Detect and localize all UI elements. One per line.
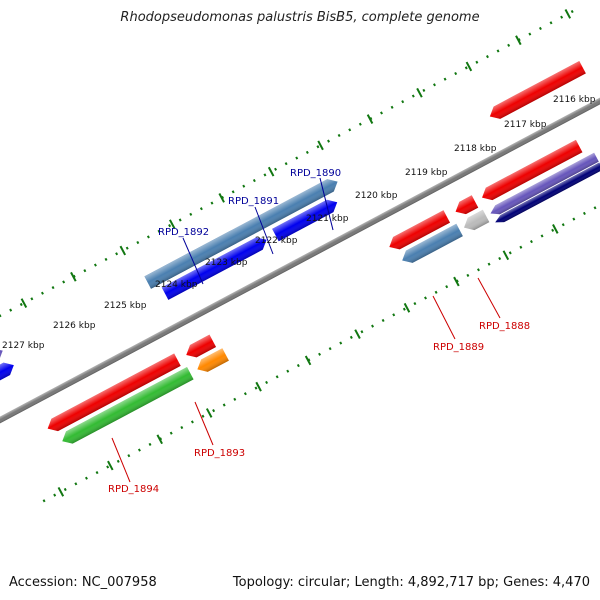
- kbp-label-2119: 2119 kbp: [405, 168, 448, 178]
- kbp-label-2120: 2120 kbp: [355, 191, 398, 201]
- inner-tick: [205, 408, 213, 418]
- kbp-label-2118: 2118 kbp: [454, 144, 497, 154]
- inner-ruler-dots: [42, 171, 600, 503]
- cds-RPD_1888a-shade: [464, 209, 490, 231]
- cds-RPD_1888b-shade: [490, 152, 599, 215]
- outer-tick: [317, 140, 324, 151]
- outer-ruler-dots: [0, 9, 576, 340]
- leader-RPD_1893: [194, 401, 214, 446]
- kbp-label-2124: 2124 kbp: [155, 280, 198, 290]
- inner-tick: [502, 250, 510, 261]
- kbp-label-2117: 2117 kbp: [504, 120, 547, 130]
- outer-tick: [564, 9, 572, 19]
- kbp-label-2116: 2116 kbp: [553, 95, 596, 105]
- leader-RPD_1890: [319, 177, 334, 231]
- gene-RPD_1887-shade: [489, 61, 586, 119]
- leader-RPD_1891: [254, 206, 274, 255]
- gene-RPD_1893-shade: [186, 334, 217, 358]
- cds-RPD_1893-shade: [197, 348, 229, 372]
- gene-label-RPD_1890[interactable]: RPD_1890: [290, 168, 341, 179]
- inner-tick: [57, 486, 65, 497]
- inner-tick: [453, 276, 460, 287]
- cds-RPD_1888-shade: [495, 162, 600, 223]
- cds-RPD_1894-shade: [62, 367, 194, 444]
- outer-tick: [515, 35, 522, 46]
- outer-ruler-ticks: [20, 9, 572, 308]
- kbp-label-2121: 2121 kbp: [306, 214, 349, 224]
- outer-tick: [267, 166, 275, 177]
- outer-tick: [465, 61, 473, 72]
- map-title: Rhodopseudomonas palustris BisB5, comple…: [120, 10, 480, 25]
- kbp-label-2122: 2122 kbp: [255, 236, 298, 246]
- outer-tick: [20, 298, 28, 308]
- outer-tick: [366, 114, 374, 124]
- kbp-label-2125: 2125 kbp: [104, 301, 147, 311]
- cds-RPD_1889-shade: [402, 223, 463, 263]
- outer-tick: [416, 87, 423, 98]
- leader-RPD_1894: [111, 437, 131, 483]
- outer-tick: [119, 245, 127, 256]
- gene-RPD_1894-shade: [47, 353, 181, 432]
- cds-RPD_1895-shade: [0, 362, 14, 390]
- gene-label-RPD_1889[interactable]: RPD_1889: [433, 342, 484, 353]
- gene-label-RPD_1892[interactable]: RPD_1892: [158, 227, 209, 238]
- outer-tick: [169, 219, 176, 230]
- accession-text: Accession: NC_007958: [9, 575, 157, 590]
- kbp-label-2123: 2123 kbp: [205, 258, 248, 268]
- leader-RPD_1888: [477, 277, 501, 319]
- leader-RPD_1889: [432, 295, 456, 340]
- gene-label-RPD_1888[interactable]: RPD_1888: [479, 321, 530, 332]
- outer-tick: [70, 271, 77, 282]
- gene-RPD_1889-shade: [389, 210, 451, 250]
- kbp-label-2127: 2127 kbp: [2, 341, 45, 351]
- gene-RPD_1888a-shade: [455, 195, 479, 215]
- cds-RPD_1891-shade: [161, 237, 267, 300]
- inner-tick: [354, 329, 361, 339]
- gene-RPD_1888-shade: [482, 139, 583, 201]
- inner-tick: [255, 381, 262, 392]
- kbp-label-2126: 2126 kbp: [53, 321, 96, 331]
- gene-label-RPD_1893[interactable]: RPD_1893: [194, 448, 245, 459]
- inner-tick: [107, 460, 114, 471]
- gene-label-RPD_1894[interactable]: RPD_1894: [108, 484, 159, 495]
- inner-tick: [304, 355, 312, 366]
- inner-ruler-ticks: [57, 224, 559, 497]
- inner-tick: [552, 224, 559, 234]
- genome-info-text: Topology: circular; Length: 4,892,717 bp…: [232, 575, 590, 590]
- gene-label-RPD_1891[interactable]: RPD_1891: [228, 196, 279, 207]
- outer-tick: [218, 193, 225, 203]
- cds-RPD_1890-shade: [272, 199, 338, 242]
- leader-RPD_1892: [182, 237, 204, 285]
- inner-tick: [156, 434, 163, 445]
- inner-tick: [403, 302, 411, 313]
